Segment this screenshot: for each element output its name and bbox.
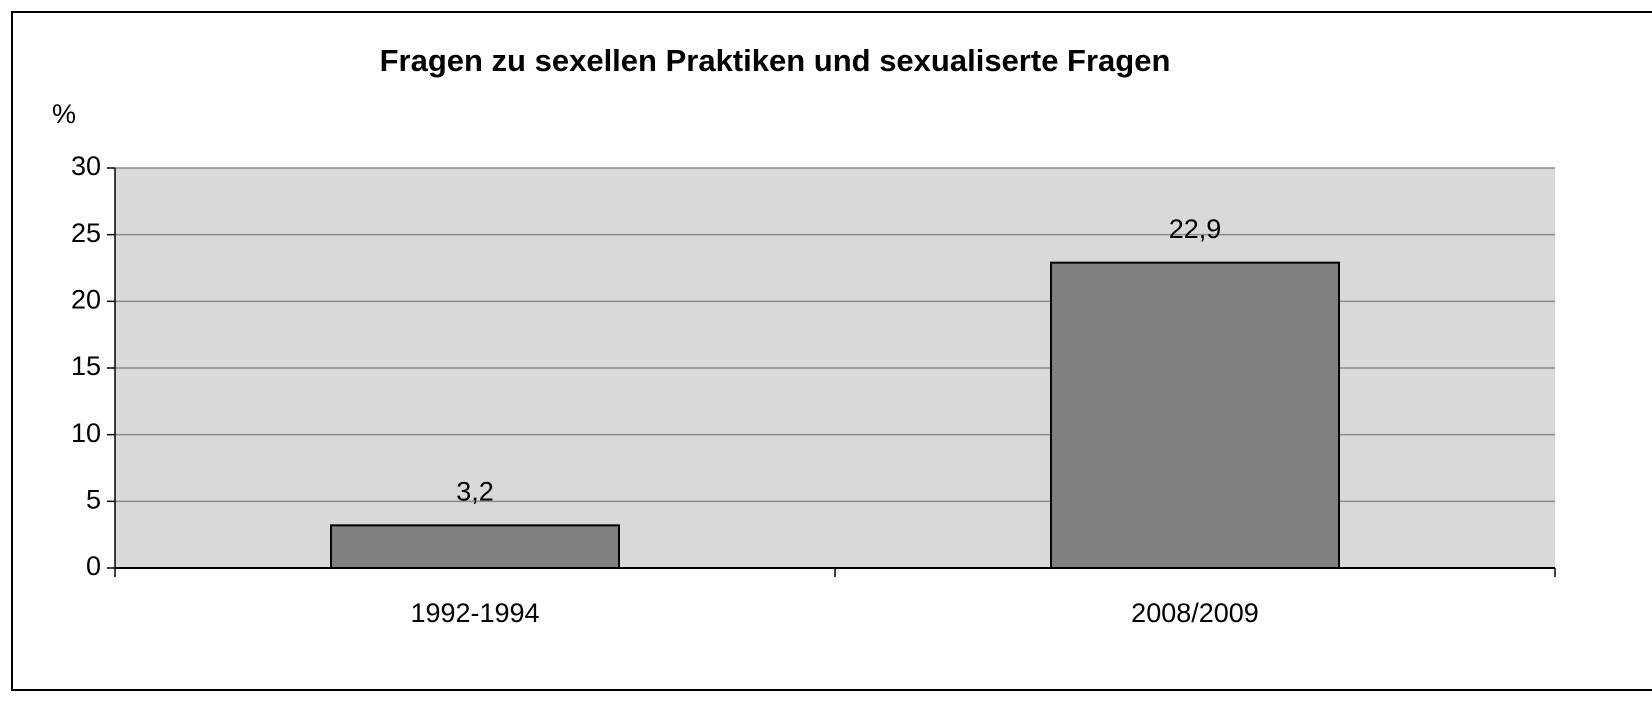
y-tick-label: 0 — [86, 551, 101, 581]
y-tick-label: 5 — [86, 484, 101, 514]
y-tick-label: 30 — [71, 151, 101, 181]
bar — [1050, 261, 1340, 569]
y-axis-label: % — [52, 99, 76, 129]
data-label: 3,2 — [456, 476, 494, 506]
bar — [330, 524, 620, 569]
chart-title: Fragen zu sexellen Praktiken und sexuali… — [380, 43, 1171, 78]
x-tick-label: 2008/2009 — [1131, 598, 1259, 628]
x-tick-label: 1992-1994 — [410, 598, 539, 628]
data-label: 22,9 — [1169, 214, 1222, 244]
y-tick-label: 10 — [71, 418, 101, 448]
y-tick-label: 25 — [71, 218, 101, 248]
y-tick-label: 20 — [71, 284, 101, 314]
y-tick-label: 15 — [71, 351, 101, 381]
